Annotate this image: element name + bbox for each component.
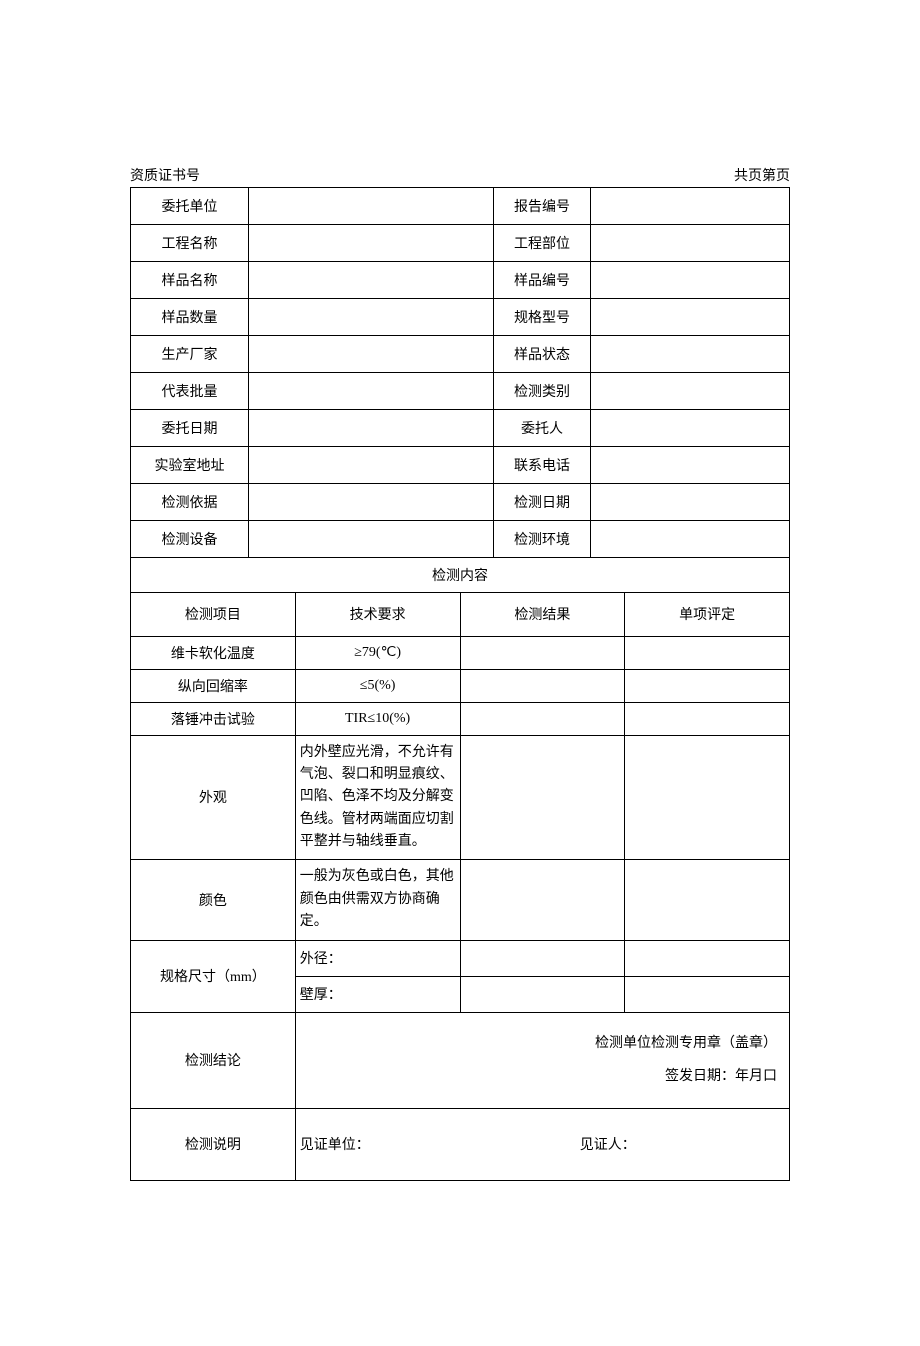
- test-evaluation: [625, 702, 790, 735]
- info-label: 委托单位: [131, 188, 249, 225]
- header-result: 检测结果: [460, 592, 625, 636]
- info-label: 委托日期: [131, 410, 249, 447]
- info-value: [591, 447, 790, 484]
- info-value: [591, 410, 790, 447]
- info-label: 委托人: [494, 410, 591, 447]
- info-label: 检测类别: [494, 373, 591, 410]
- info-value: [591, 188, 790, 225]
- info-label: 样品状态: [494, 336, 591, 373]
- info-value: [249, 336, 494, 373]
- test-item: 外观: [131, 735, 296, 860]
- test-evaluation: [625, 669, 790, 702]
- info-value: [249, 188, 494, 225]
- header-item: 检测项目: [131, 592, 296, 636]
- info-label: 报告编号: [494, 188, 591, 225]
- spec-requirement: 外径：: [295, 940, 460, 976]
- info-label: 代表批量: [131, 373, 249, 410]
- test-requirement: TIR≤10(%): [295, 702, 460, 735]
- info-value: [249, 373, 494, 410]
- test-item: 维卡软化温度: [131, 636, 296, 669]
- notes-cell: 见证单位： 见证人：: [295, 1108, 789, 1180]
- info-label: 检测依据: [131, 484, 249, 521]
- info-table: 委托单位 报告编号工程名称 工程部位样品名称 样品编号样品数量 规格型号生产厂家 样品状态…: [130, 187, 790, 558]
- info-value: [249, 447, 494, 484]
- info-label: 样品名称: [131, 262, 249, 299]
- info-label: 检测日期: [494, 484, 591, 521]
- test-result: [460, 860, 625, 940]
- spec-result: [460, 976, 625, 1012]
- witness-unit: 见证单位：: [300, 1134, 580, 1154]
- test-result: [460, 669, 625, 702]
- test-evaluation: [625, 735, 790, 860]
- test-result: [460, 702, 625, 735]
- info-label: 样品数量: [131, 299, 249, 336]
- info-value: [591, 521, 790, 558]
- info-value: [591, 484, 790, 521]
- spec-label: 规格尺寸（mm）: [131, 940, 296, 1012]
- info-value: [591, 336, 790, 373]
- test-evaluation: [625, 860, 790, 940]
- section-title: 检测内容: [131, 558, 790, 592]
- info-label: 规格型号: [494, 299, 591, 336]
- info-label: 检测环境: [494, 521, 591, 558]
- info-label: 工程名称: [131, 225, 249, 262]
- conclusion-cell: 检测单位检测专用章（盖章） 签发日期：年月口: [295, 1012, 789, 1108]
- conclusion-date: 签发日期：年月口: [308, 1060, 777, 1094]
- test-requirement: 内外壁应光滑，不允许有气泡、裂口和明显痕纹、凹陷、色泽不均及分解变色线。管材两端…: [295, 735, 460, 860]
- spec-evaluation: [625, 940, 790, 976]
- test-requirement: ≥79(℃): [295, 636, 460, 669]
- witness-person: 见证人：: [580, 1134, 636, 1154]
- page-label: 共页第页: [734, 165, 790, 185]
- header-evaluation: 单项评定: [625, 592, 790, 636]
- info-value: [249, 521, 494, 558]
- info-label: 联系电话: [494, 447, 591, 484]
- test-evaluation: [625, 636, 790, 669]
- test-item: 落锤冲击试验: [131, 702, 296, 735]
- test-item: 纵向回缩率: [131, 669, 296, 702]
- conclusion-label: 检测结论: [131, 1012, 296, 1108]
- info-label: 工程部位: [494, 225, 591, 262]
- content-table: 检测内容 检测项目 技术要求 检测结果 单项评定 维卡软化温度≥79(℃)纵向回…: [130, 558, 790, 1181]
- info-value: [249, 484, 494, 521]
- info-value: [591, 225, 790, 262]
- info-value: [249, 262, 494, 299]
- spec-evaluation: [625, 976, 790, 1012]
- test-result: [460, 735, 625, 860]
- notes-label: 检测说明: [131, 1108, 296, 1180]
- test-requirement: 一般为灰色或白色，其他颜色由供需双方协商确定。: [295, 860, 460, 940]
- info-value: [591, 373, 790, 410]
- info-value: [249, 410, 494, 447]
- info-label: 检测设备: [131, 521, 249, 558]
- spec-requirement: 壁厚：: [295, 976, 460, 1012]
- cert-label: 资质证书号: [130, 165, 200, 185]
- info-label: 实验室地址: [131, 447, 249, 484]
- info-value: [591, 262, 790, 299]
- header-row: 资质证书号 共页第页: [130, 165, 790, 185]
- conclusion-stamp: 检测单位检测专用章（盖章）: [308, 1027, 777, 1061]
- test-requirement: ≤5(%): [295, 669, 460, 702]
- info-value: [249, 299, 494, 336]
- info-label: 生产厂家: [131, 336, 249, 373]
- info-value: [591, 299, 790, 336]
- spec-result: [460, 940, 625, 976]
- test-item: 颜色: [131, 860, 296, 940]
- header-requirement: 技术要求: [295, 592, 460, 636]
- test-result: [460, 636, 625, 669]
- info-label: 样品编号: [494, 262, 591, 299]
- info-value: [249, 225, 494, 262]
